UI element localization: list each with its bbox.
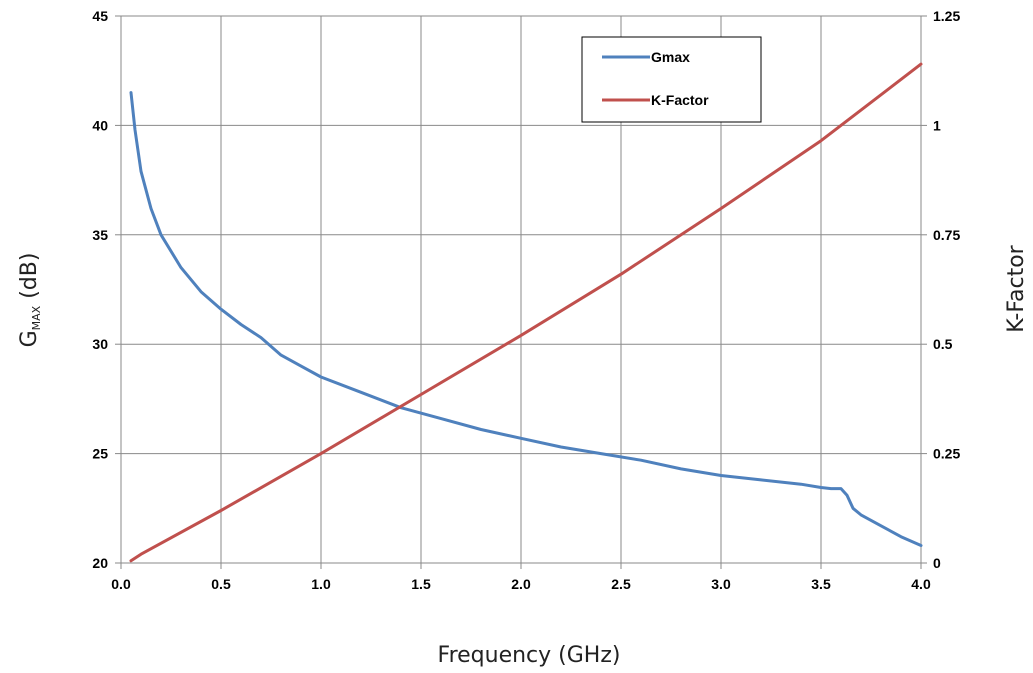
x-tick-label: 0.5	[211, 576, 231, 592]
y2-axis-title: K-Factor	[1004, 244, 1029, 332]
y2-tick-label: 0.5	[933, 336, 953, 352]
y-tick-label: 35	[92, 227, 108, 243]
series-line-gmax	[129, 91, 923, 547]
y-tick-label: 45	[92, 8, 108, 24]
legend-box	[581, 36, 762, 123]
x-tick-label: 0.0	[111, 576, 131, 592]
x-tick-label: 3.5	[811, 576, 831, 592]
y2-axis-ticks: 0 0.25 0.5 0.75 1 1.25	[921, 8, 960, 571]
series-line-k-factor	[129, 62, 923, 563]
x-tick-label: 2.0	[511, 576, 531, 592]
x-tick-label: 2.5	[611, 576, 631, 592]
y-tick-label: 40	[92, 117, 108, 133]
legend-label-k-factor: K-Factor	[651, 92, 709, 108]
x-tick-label: 3.0	[711, 576, 731, 592]
x-tick-label: 1.5	[411, 576, 431, 592]
y2-tick-label: 0.75	[933, 227, 960, 243]
x-tick-label: 4.0	[911, 576, 931, 592]
y2-tick-label: 1	[933, 117, 941, 133]
y2-tick-label: 0	[933, 555, 941, 571]
y-axis-title: GMAX (dB)	[17, 253, 43, 348]
legend-label-gmax: Gmax	[651, 49, 690, 65]
legend: Gmax K-Factor	[581, 36, 762, 123]
y-axis-title-main: G	[17, 330, 42, 347]
x-tick-label: 1.0	[311, 576, 331, 592]
y-axis-title-subscript: MAX	[30, 305, 43, 330]
grid-lines	[120, 15, 922, 564]
y-axis-title-suffix: (dB)	[17, 253, 42, 306]
series-lines	[129, 62, 923, 563]
y-tick-label: 20	[92, 555, 108, 571]
x-axis-ticks: 0.0 0.5 1.0 1.5 2.0 2.5 3.0 3.5 4.0	[111, 563, 931, 592]
y-tick-label: 25	[92, 446, 108, 462]
y-tick-label: 30	[92, 336, 108, 352]
y-axis-ticks: 20 25 30 35 40 45	[92, 8, 121, 571]
y2-tick-label: 1.25	[933, 8, 960, 24]
y2-tick-label: 0.25	[933, 446, 960, 462]
x-axis-title: Frequency (GHz)	[438, 643, 621, 668]
